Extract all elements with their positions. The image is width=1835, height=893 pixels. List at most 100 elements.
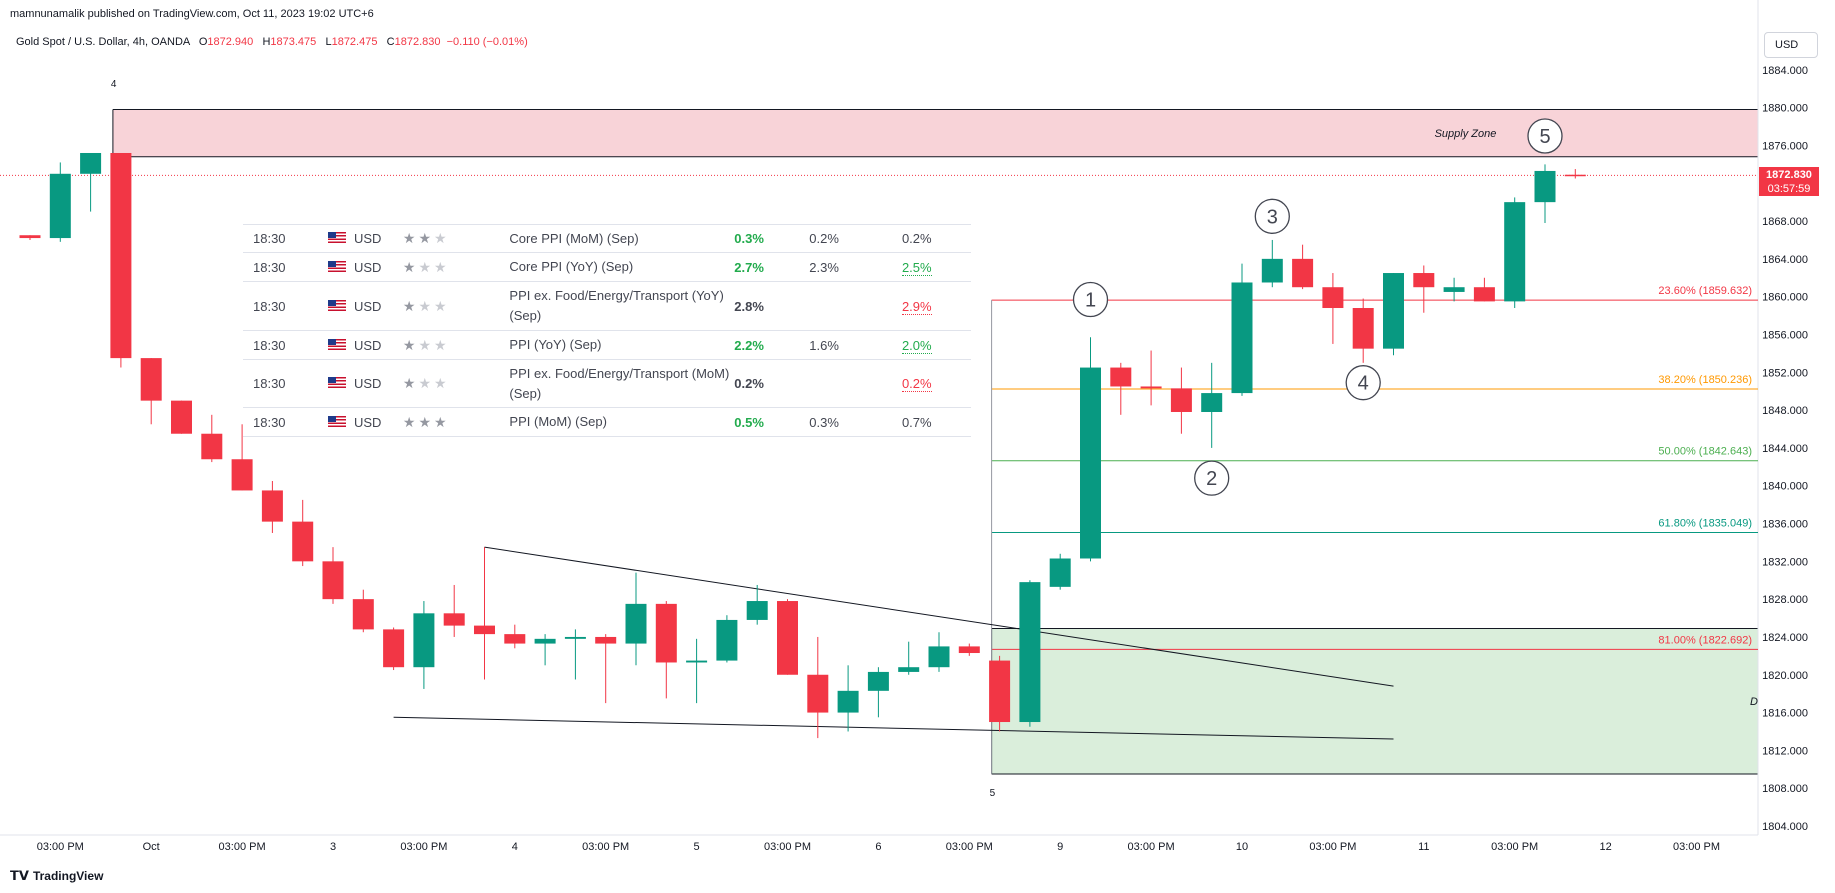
event-currency: USD — [327, 376, 403, 391]
calendar-row[interactable]: 18:30 USD ★★★ PPI ex. Food/Energy/Transport… — [243, 281, 971, 330]
currency-button[interactable]: USD — [1764, 32, 1818, 58]
supply-zone — [112, 109, 1758, 157]
candle-body — [171, 400, 192, 434]
candle-body — [322, 561, 344, 600]
price-tick-label: 1868.000 — [1762, 216, 1808, 228]
candle-body — [19, 235, 41, 239]
candle-body — [1292, 258, 1314, 288]
candle-body — [443, 613, 465, 626]
last-price-value: 1872.830 — [1766, 169, 1812, 181]
price-tick-label: 1848.000 — [1762, 405, 1808, 417]
previous-value: 0.2% — [901, 231, 932, 246]
event-time: 18:30 — [253, 337, 286, 353]
candle-body — [1504, 202, 1526, 302]
event-actual: 2.8% — [734, 298, 764, 314]
change-value: −0.110 (−0.01%) — [446, 36, 528, 48]
event-time: 18:30 — [253, 298, 286, 314]
event-name: Core PPI (YoY) (Sep) — [509, 259, 634, 274]
calendar-row[interactable]: 18:30 USD ★★★ Core PPI (MoM) (Sep) 0.3% 0.2% 0… — [243, 224, 971, 252]
calendar-row[interactable]: 18:30 USD ★★★ Core PPI (YoY) (Sep) 2.7% 2.3% 2… — [243, 252, 971, 281]
candle-body — [928, 646, 950, 668]
last-price-tag: 1872.830 03:57:59 — [1759, 167, 1819, 196]
calendar-row[interactable]: 18:30 USD ★★★ PPI ex. Food/Energy/Transport… — [243, 359, 971, 407]
time-tick-label: 5 — [694, 841, 700, 853]
event-actual: 0.3% — [734, 231, 764, 246]
candle-body — [1170, 388, 1192, 412]
event-name: PPI (MoM) (Sep) — [509, 414, 607, 429]
time-tick-label: 4 — [512, 841, 518, 853]
candle-body — [261, 490, 283, 522]
event-actual: 0.2% — [734, 376, 764, 391]
previous-value: 0.2% — [901, 376, 932, 392]
tv-logo-icon: 𝗧𝗩 — [10, 868, 29, 883]
previous-value: 0.7% — [901, 414, 932, 430]
price-tick-label: 1884.000 — [1762, 65, 1808, 77]
grid-layer — [0, 0, 1759, 836]
star-icon: ★ — [402, 336, 419, 353]
candle-body — [746, 601, 768, 620]
us-flag-icon — [327, 260, 346, 272]
currency-code: USD — [353, 337, 382, 353]
candle-body — [1322, 287, 1344, 309]
calendar-row[interactable]: 18:30 USD ★★★ PPI (MoM) (Sep) 0.5% 0.3% 0.7% — [243, 407, 971, 437]
candle-body — [534, 638, 556, 644]
time-tick-label: 03:00 PM — [400, 841, 447, 853]
star-icon: ★ — [434, 375, 450, 391]
star-icon: ★ — [418, 230, 435, 246]
candle-body — [807, 674, 829, 713]
candle-body — [564, 636, 586, 639]
currency-code: USD — [353, 414, 382, 430]
candle-body — [686, 660, 708, 663]
importance-stars: ★★★ — [403, 414, 510, 431]
star-icon: ★ — [434, 230, 450, 246]
fib-level-label: 61.80% (1835.049) — [1658, 518, 1752, 530]
us-flag-icon — [327, 299, 346, 311]
star-icon: ★ — [418, 375, 435, 391]
importance-stars: ★★★ — [403, 337, 510, 354]
candle-body — [413, 613, 435, 668]
candle-body — [201, 433, 223, 460]
star-icon: ★ — [402, 375, 419, 391]
price-tick-label: 1856.000 — [1762, 329, 1808, 341]
previous-value: 2.0% — [901, 337, 932, 354]
us-flag-icon — [327, 232, 346, 243]
star-icon: ★ — [434, 297, 450, 314]
fib-level-label: 50.00% (1842.643) — [1658, 446, 1752, 458]
wave-label: 1 — [1085, 290, 1096, 312]
time-tick-label: Oct — [143, 841, 160, 853]
price-tick-label: 1820.000 — [1762, 670, 1808, 682]
time-tick-label: 03:00 PM — [37, 841, 84, 853]
fib-level-label: 23.60% (1859.632) — [1658, 285, 1752, 297]
candle-body — [898, 667, 920, 672]
importance-stars: ★★★ — [403, 230, 510, 247]
wave-label: 5 — [1539, 126, 1550, 148]
candle-body — [716, 619, 738, 661]
candle-body — [1261, 258, 1283, 283]
candle-body — [625, 603, 647, 644]
event-currency: USD — [327, 231, 403, 246]
wave-label: 4 — [1358, 373, 1369, 395]
symbol-title: Gold Spot / U.S. Dollar, 4h, OANDA — [16, 36, 190, 48]
time-tick-label: 11 — [1418, 841, 1429, 853]
wave-circle — [1194, 460, 1230, 496]
open-value: 1872.940 — [207, 36, 254, 48]
calendar-row[interactable]: 18:30 USD ★★★ PPI (YoY) (Sep) 2.2% 1.6% 2.0% — [243, 330, 971, 359]
us-flag-icon — [327, 338, 346, 350]
candle-body — [1110, 367, 1132, 387]
event-previous: 2.5% — [901, 259, 971, 276]
wave-circle — [1072, 281, 1109, 318]
price-tick-label: 1840.000 — [1762, 481, 1808, 493]
price-tick-label: 1860.000 — [1762, 292, 1808, 304]
previous-value: 2.5% — [901, 259, 932, 276]
demand-zone — [991, 628, 1758, 775]
event-previous: 0.2% — [901, 376, 971, 392]
time-tick-label: 9 — [1057, 841, 1063, 853]
candle-body — [383, 629, 405, 668]
event-currency: USD — [327, 260, 403, 275]
currency-code: USD — [353, 376, 382, 391]
event-time: 18:30 — [253, 231, 286, 246]
price-tick-label: 1812.000 — [1762, 745, 1808, 757]
price-tick-label: 1844.000 — [1762, 443, 1808, 455]
anchor-label: 5 — [990, 788, 996, 799]
